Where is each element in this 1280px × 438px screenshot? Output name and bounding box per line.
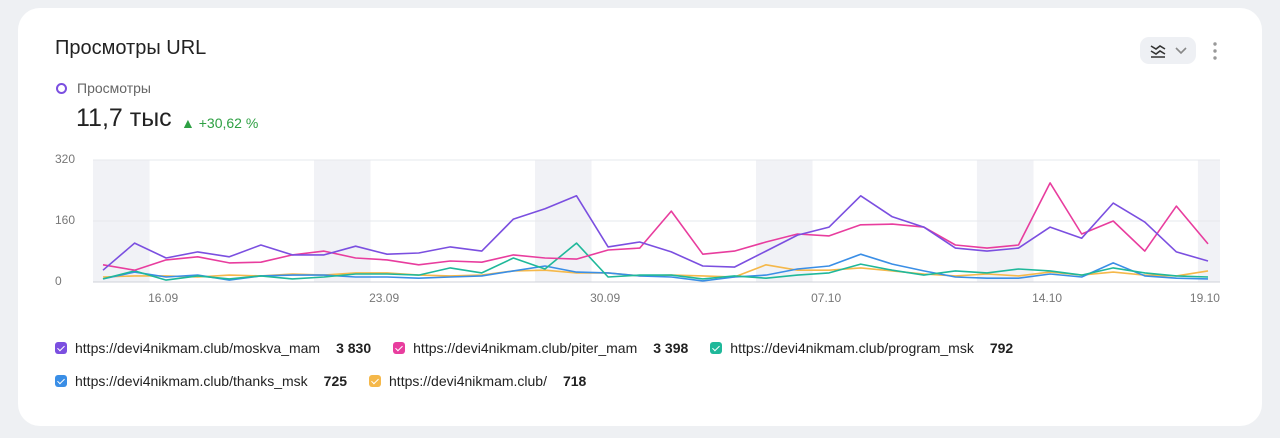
legend-checkbox [393, 342, 406, 354]
metric-dot [56, 82, 67, 94]
series-line [102, 182, 1209, 271]
legend-total: 725 [323, 373, 348, 389]
x-tick-label: 23.09 [369, 291, 399, 305]
legend-total: 792 [989, 340, 1014, 356]
chart-type-button[interactable] [1140, 37, 1196, 64]
legend-name: https://devi4nikmam.club/thanks_msk [75, 373, 308, 389]
series-line [102, 253, 1209, 282]
x-tick-label: 30.09 [590, 291, 620, 305]
chevron [1175, 47, 1187, 55]
metric: Просмотры [56, 80, 151, 96]
x-tick-label: 14.10 [1032, 291, 1062, 305]
chart-icon [1150, 45, 1166, 58]
up-arrow: ▲ [181, 115, 199, 131]
menu-button[interactable] [1208, 40, 1222, 62]
legend-checkbox [369, 375, 382, 387]
metric-value: 11,7 тыс [76, 104, 172, 132]
y-tick-label: 160 [55, 213, 75, 227]
legend-total: 3 398 [653, 340, 689, 356]
x-tick-label: 16.09 [148, 291, 178, 305]
series-line [102, 242, 1209, 281]
legend-item[interactable]: https://devi4nikmam.club/program_msk 792 [710, 338, 1013, 358]
series-line [102, 195, 1209, 271]
metric-change: ▲ +30,62 % [181, 115, 258, 131]
legend-total: 718 [562, 373, 587, 389]
legend-name: https://devi4nikmam.club/piter_mam [413, 340, 638, 356]
legend-name: https://devi4nikmam.club/program_msk [730, 340, 974, 356]
legend-total: 3 830 [336, 340, 372, 356]
x-tick-label: 19.10 [1190, 291, 1220, 305]
kebab-icon [1213, 42, 1217, 60]
y-tick-label: 0 [55, 274, 62, 288]
x-tick-label: 07.10 [811, 291, 841, 305]
metric-name: Просмотры [77, 80, 151, 96]
legend-checkbox [55, 342, 67, 354]
legend-item[interactable]: https://devi4nikmam.club/moskva_mam 3 830 [55, 338, 371, 358]
legend-item[interactable]: https://devi4nikmam.club/piter_mam 3 398 [393, 338, 688, 358]
legend-name: https://devi4nikmam.club/moskva_mam [75, 340, 321, 356]
legend-item[interactable]: https://devi4nikmam.club/thanks_msk 725 [55, 371, 347, 391]
change-value: +30,62 % [198, 115, 259, 131]
card: Просмотры URL Просмотры 11,7 тыс ▲ +30,6… [18, 8, 1262, 426]
button-icons [1150, 45, 1187, 58]
widget-title: Просмотры URL [55, 37, 207, 59]
y-tick-label: 320 [55, 152, 75, 166]
legend-item[interactable]: https://devi4nikmam.club/718 [369, 371, 586, 391]
legend-name: https://devi4nikmam.club/ [389, 373, 547, 389]
legend-checkbox [55, 375, 67, 387]
legend: https://devi4nikmam.club/moskva_mam 3 830… [55, 338, 1155, 391]
legend-checkbox [710, 342, 723, 354]
